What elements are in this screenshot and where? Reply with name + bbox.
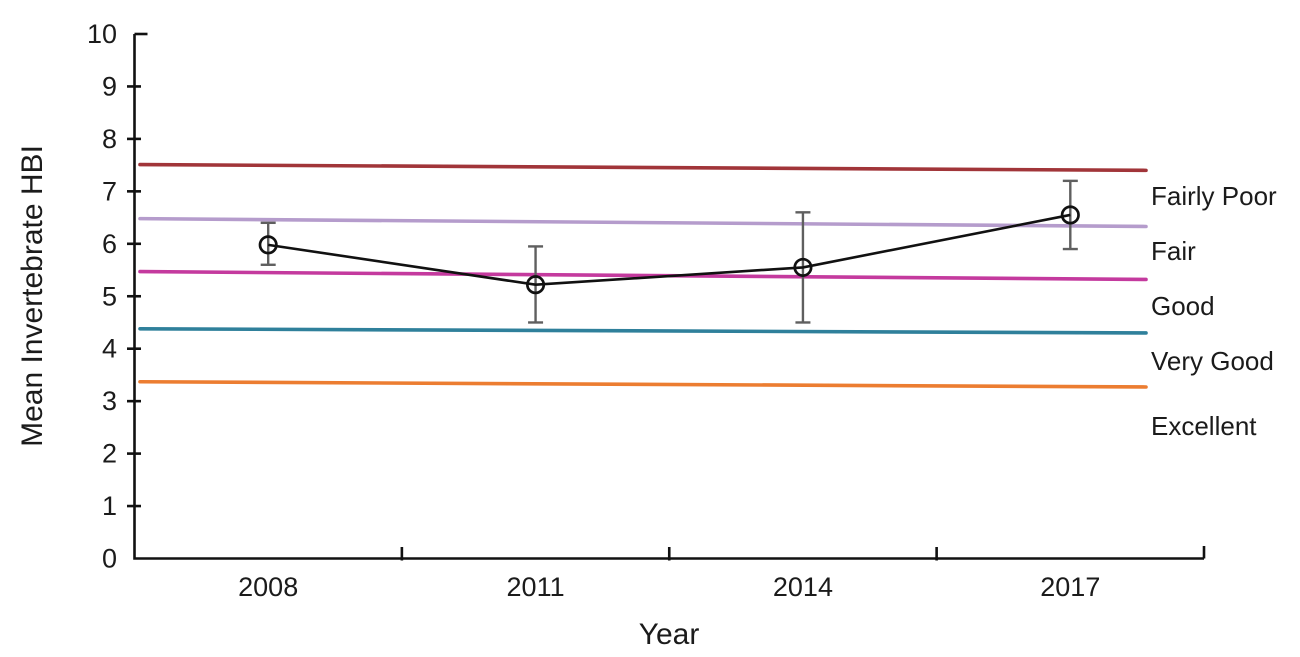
y-tick-label: 9	[102, 71, 117, 101]
band-label-fair: Fair	[1151, 236, 1196, 266]
threshold-line-good	[138, 269, 1148, 282]
x-tick-label: 2014	[773, 572, 833, 602]
threshold-line-excellent	[138, 379, 1148, 389]
x-tick-label: 2008	[238, 572, 298, 602]
data-point-marker	[1060, 205, 1080, 225]
y-tick-label: 10	[87, 19, 117, 49]
y-tick-label: 1	[102, 491, 117, 521]
band-label-excellent: Excellent	[1151, 411, 1257, 441]
data-point-marker	[793, 257, 813, 277]
threshold-line-fairly-poor	[138, 162, 1148, 173]
y-tick-label: 0	[102, 544, 117, 574]
data-point-marker	[258, 235, 278, 255]
y-tick-label: 8	[102, 124, 117, 154]
threshold-line-fair	[138, 216, 1148, 229]
y-tick-label: 4	[102, 334, 117, 364]
y-tick-label: 5	[102, 281, 117, 311]
y-tick-label: 2	[102, 439, 117, 469]
y-axis-title: Mean Invertebrate HBI	[16, 145, 49, 447]
x-tick-label: 2011	[507, 572, 565, 602]
threshold-line-very-good	[138, 326, 1148, 335]
data-point-marker	[526, 275, 546, 295]
band-label-fairly-poor: Fairly Poor	[1151, 181, 1277, 211]
y-tick-label: 7	[102, 176, 117, 206]
series-line	[267, 213, 1071, 287]
y-tick-label: 6	[102, 229, 117, 259]
y-tick-label: 3	[102, 386, 117, 416]
band-label-good: Good	[1151, 291, 1215, 321]
axis-lines	[133, 34, 1204, 560]
x-tick-label: 2017	[1040, 572, 1100, 602]
x-axis-title: Year	[638, 618, 700, 651]
band-label-very-good: Very Good	[1151, 346, 1274, 376]
